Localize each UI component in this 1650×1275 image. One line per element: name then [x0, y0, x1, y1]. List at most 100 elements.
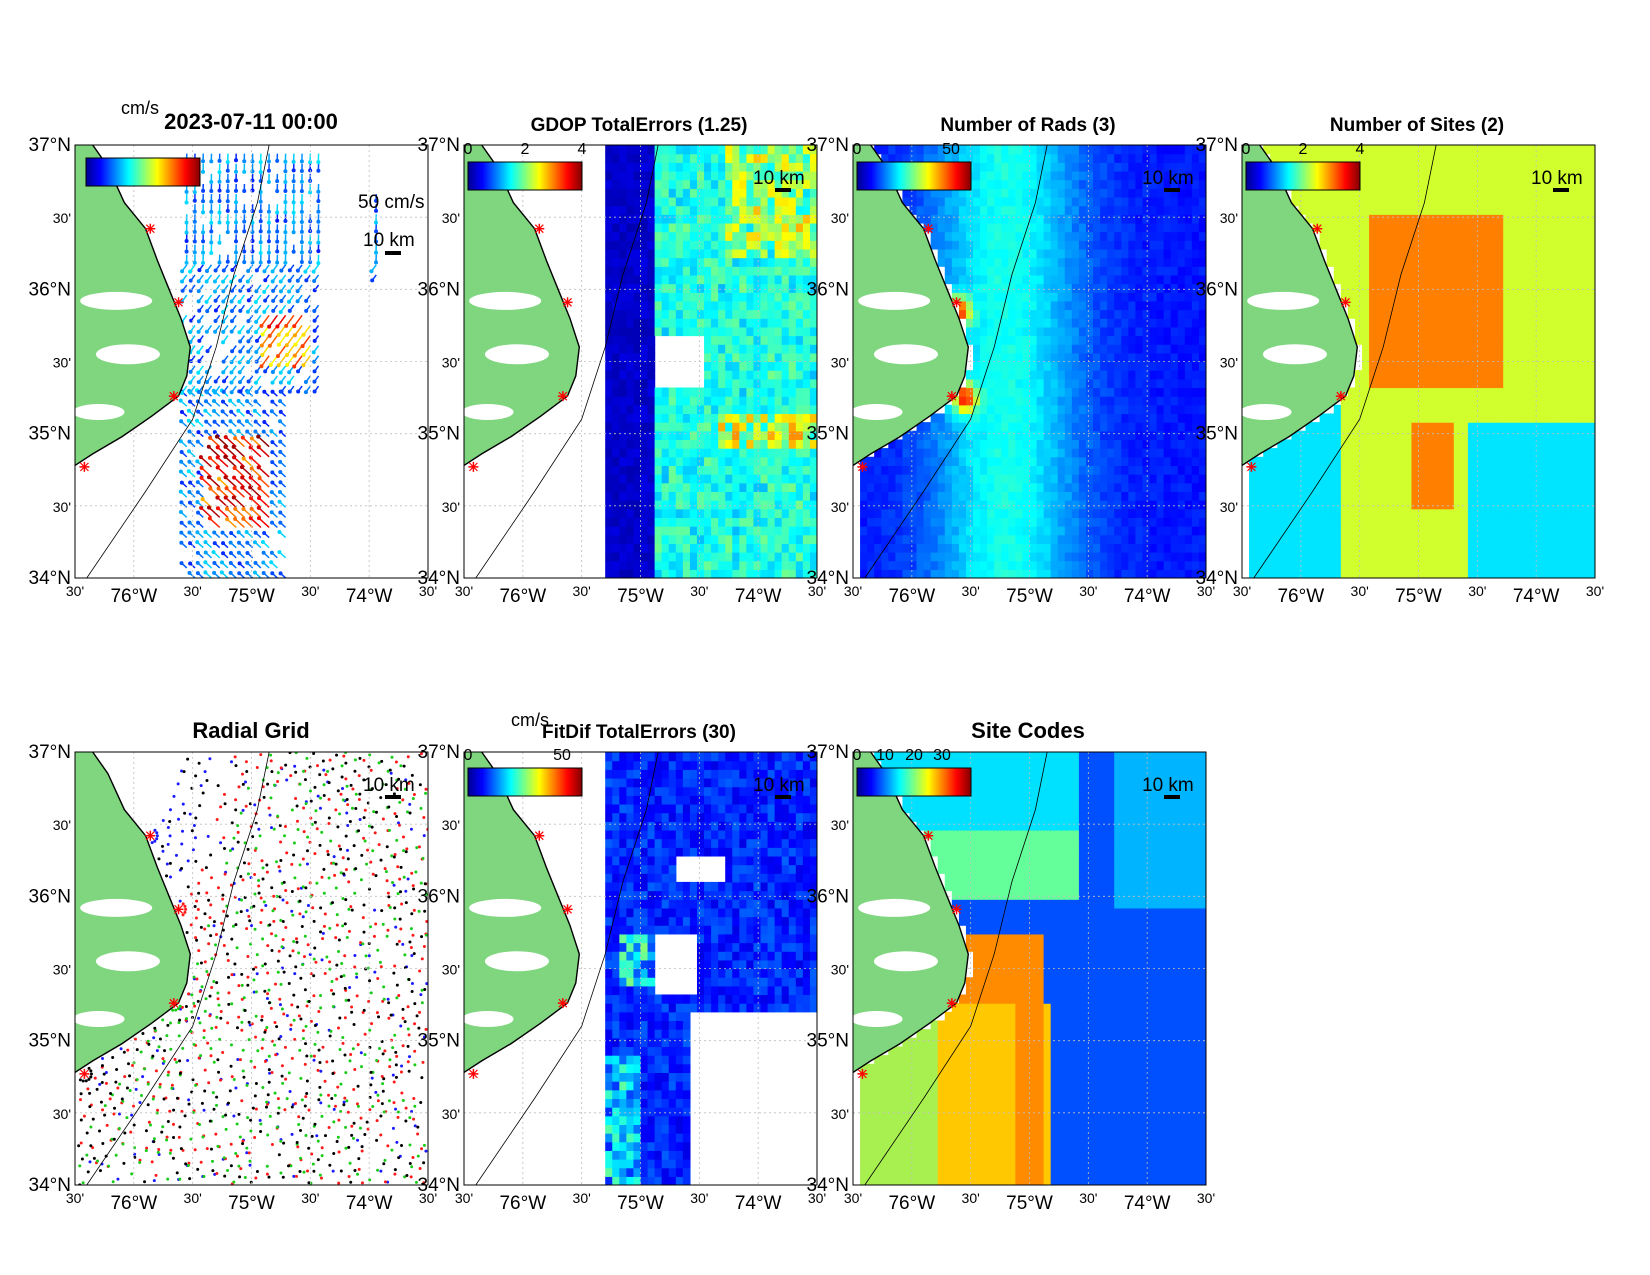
axes-box: [852, 144, 1207, 579]
coastline-land: [75, 752, 270, 1185]
lat-tick-label: 35°N: [29, 424, 71, 445]
lon-tick-label: 30': [962, 1190, 980, 1206]
lat-tick-label: 30': [53, 817, 71, 833]
radar-site-marker: [946, 998, 957, 1009]
radar-site-marker: [173, 904, 184, 915]
coastline-land: [464, 145, 659, 578]
lat-tick-label: 37°N: [1196, 135, 1238, 156]
radar-sites: [468, 830, 573, 1079]
lon-tick-label: 30': [808, 583, 826, 599]
gridlines: [1242, 145, 1595, 578]
sites-heatmap: [1249, 145, 1595, 578]
lat-tick-label: 34°N: [418, 568, 460, 589]
lon-tick-label: 30': [1233, 583, 1251, 599]
radar-site-marker: [468, 461, 479, 472]
lon-tick-label: 30': [1586, 583, 1604, 599]
lon-tick-label: 75°W: [617, 1193, 664, 1214]
radar-site-marker: [562, 904, 573, 915]
scale-label-distance: 10 km: [363, 230, 415, 251]
lat-tick-label: 37°N: [29, 742, 71, 763]
lon-tick-label: 76°W: [499, 1193, 546, 1214]
lat-tick-label: 37°N: [29, 135, 71, 156]
colorbar-tick: 0: [464, 141, 473, 158]
colorbar: [856, 161, 972, 191]
lon-tick-label: 30': [66, 583, 84, 599]
axes-box: [463, 144, 818, 579]
lon-tick-label: 30': [844, 1190, 862, 1206]
lon-tick-label: 76°W: [110, 586, 157, 607]
lat-tick-label: 30': [53, 210, 71, 226]
lat-tick-label: 30': [442, 817, 460, 833]
lat-tick-label: 30': [831, 210, 849, 226]
radar-site-marker: [557, 391, 568, 402]
colorbar: [1245, 161, 1361, 191]
colorbar-tick: 10: [876, 747, 894, 764]
gridlines: [853, 145, 1206, 578]
colorbar-unit-label: cm/s: [121, 98, 159, 118]
lon-tick-label: 76°W: [888, 1193, 935, 1214]
radar-site-marker: [534, 223, 545, 234]
panel-title-radial-grid: Radial Grid: [192, 718, 309, 743]
radar-sites: [79, 223, 184, 472]
radar-site-marker: [145, 223, 156, 234]
panel-title-fitdif: FitDif TotalErrors (30): [542, 722, 736, 743]
lat-tick-label: 37°N: [807, 135, 849, 156]
scale-label-distance: 10 km: [1142, 775, 1194, 796]
lat-tick-label: 35°N: [29, 1031, 71, 1052]
map-panel-4: [1242, 145, 1595, 578]
colorbar-tick: 30: [933, 747, 951, 764]
lon-tick-label: 30': [690, 1190, 708, 1206]
lon-tick-label: 30': [1079, 583, 1097, 599]
lon-tick-label: 74°W: [735, 1193, 782, 1214]
panel-radial-grid: Radial Grid 10 km: [74, 718, 429, 1186]
lon-tick-label: 30': [184, 583, 202, 599]
lon-tick-label: 75°W: [228, 1193, 275, 1214]
lon-tick-label: 30': [301, 1190, 319, 1206]
colorbar-tick: 50: [942, 141, 960, 158]
panel-title-timestamp: 2023-07-11 00:00: [164, 109, 338, 134]
lon-tick-label: 75°W: [1006, 586, 1053, 607]
lon-tick-label: 30': [184, 1190, 202, 1206]
radar-site-marker: [168, 998, 179, 1009]
radar-site-marker: [923, 830, 934, 841]
lat-tick-label: 30': [1220, 210, 1238, 226]
lon-tick-label: 30': [1197, 1190, 1215, 1206]
radar-site-marker: [1335, 391, 1346, 402]
lon-tick-label: 30': [66, 1190, 84, 1206]
lat-tick-label: 35°N: [418, 424, 460, 445]
map-panel-5: [75, 752, 428, 1185]
lon-tick-label: 76°W: [888, 586, 935, 607]
panel-title-sites: Number of Sites (2): [1330, 115, 1504, 136]
radar-site-marker: [145, 830, 156, 841]
radar-site-marker: [923, 223, 934, 234]
lat-tick-label: 35°N: [807, 1031, 849, 1052]
radar-site-marker: [857, 461, 868, 472]
lon-tick-label: 30': [844, 583, 862, 599]
lat-tick-label: 30': [53, 1106, 71, 1122]
coastline-land: [853, 752, 1048, 1185]
lon-tick-label: 30': [573, 1190, 591, 1206]
panel-site-codes: Site Codes 0 10 20 30 10 km: [852, 718, 1207, 1186]
lon-tick-label: 76°W: [110, 1193, 157, 1214]
lat-tick-label: 30': [442, 1106, 460, 1122]
lat-tick-label: 30': [442, 355, 460, 371]
lon-tick-label: 75°W: [617, 586, 664, 607]
radar-site-marker: [79, 1068, 90, 1079]
lon-tick-label: 30': [1351, 583, 1369, 599]
lon-tick-label: 74°W: [1124, 1193, 1171, 1214]
lat-tick-label: 36°N: [418, 279, 460, 300]
scale-label-speed: 50 cm/s: [358, 192, 425, 213]
lat-tick-label: 34°N: [418, 1175, 460, 1196]
lon-tick-label: 30': [455, 1190, 473, 1206]
lon-tick-label: 74°W: [1124, 586, 1171, 607]
radar-site-marker: [946, 391, 957, 402]
colorbar-tick: 0: [853, 747, 862, 764]
colorbar: [467, 161, 583, 191]
lat-tick-label: 30': [1220, 499, 1238, 515]
vector-field: [178, 153, 379, 578]
lon-tick-label: 30': [419, 583, 437, 599]
colorbar: [467, 767, 583, 797]
lon-tick-label: 75°W: [1006, 1193, 1053, 1214]
gridlines: [75, 752, 428, 1185]
